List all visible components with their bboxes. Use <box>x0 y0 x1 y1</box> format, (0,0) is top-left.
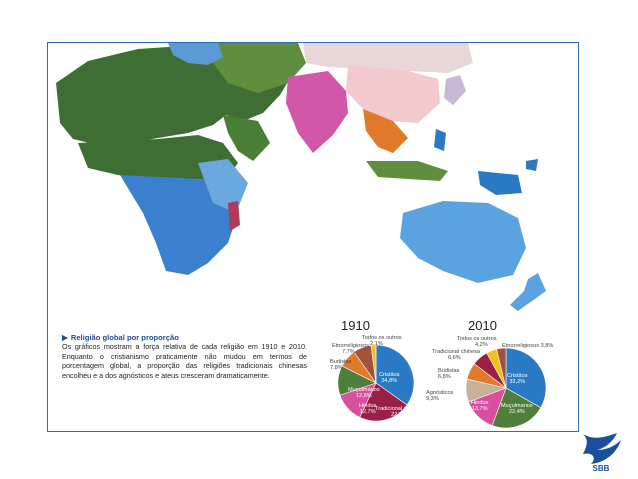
triangle-bullet-icon: ▶ <box>62 333 68 342</box>
pie-1910-slice-cristaos <box>375 344 415 406</box>
pie-1910-value-cristaos: 34,8% <box>381 378 398 385</box>
pie-1910-label-muculmanos: Muçulmanos 12,6% <box>348 387 380 399</box>
caption-title: Religião global por proporção <box>70 333 179 342</box>
sbb-logo-text: SBB <box>593 464 610 472</box>
pie-2010-label-agnosticos: Agnósticos 9,3% <box>426 390 453 402</box>
pie-2010-label-muculmanos-name: Muçulmanos <box>501 403 533 409</box>
pie-2010-label-todos-outros-name: Todos os outros <box>457 336 497 342</box>
pie-1910-value-hindus: 12,7% <box>359 409 376 416</box>
pie-2010-label-etnorreligiosos-name: Etnorreligiosos <box>502 343 539 349</box>
world-religion-map <box>56 43 546 311</box>
pie-2010-value-tradicional-chinesa: 6,6% <box>448 355 461 362</box>
pie-1910-label-cristaos: Cristãos 34,8% <box>379 372 400 384</box>
pie-2010-slice-muculmanos <box>491 387 542 429</box>
pie-2010-label-cristaos-name: Cristãos <box>507 373 528 379</box>
pie-1910-label-etnorreligiosos-name: Etnorreligiosos <box>332 343 369 349</box>
pie-1910-label-muculmanos-name: Muçulmanos <box>348 387 380 393</box>
map-region-arabia <box>223 115 270 161</box>
pie-chart-1910 <box>337 344 547 429</box>
map-figure: ▶ Religião global por proporção Os gráfic… <box>47 42 579 432</box>
map-region-australia <box>400 201 526 283</box>
pie-2010-value-budistas: 6,8% <box>438 374 451 381</box>
pie-1910-slice-todos-os-outros <box>370 344 377 384</box>
pie-2010-label-etnorreligiosos: Etnorreligiosos 3,8% <box>502 343 553 349</box>
pie-1910-label-cristaos-name: Cristãos <box>379 372 400 378</box>
pie-1910-label-todos-outros: Todos os outros 2,1% <box>362 335 402 347</box>
map-region-north-africa <box>78 135 238 183</box>
map-region-southeast-asia <box>363 109 408 153</box>
pie-1910-label-tradicional-chinesa-name: Tradicional chinesa <box>375 406 423 412</box>
map-region-india <box>286 71 348 153</box>
pie-1910-label-hindus-name: Hindus <box>359 403 377 409</box>
pie-2010-slice-etnorreligiosos <box>496 347 507 389</box>
pie-2010-label-budistas: Budistas 6,8% <box>438 368 459 380</box>
pie-2010-label-budistas-name: Budistas <box>438 368 460 374</box>
caption-title-row: ▶ Religião global por proporção <box>62 333 307 342</box>
map-caption: ▶ Religião global por proporção Os gráfic… <box>62 333 307 380</box>
pie-1910-label-etnorreligiosos: Etnorreligiosos 7,7% <box>332 343 369 355</box>
sbb-logo-wing-icon <box>583 433 621 464</box>
pie-2010-label-cristaos: Cristãos 33,2% <box>507 373 528 385</box>
pie-2010-label-tradicional-chinesa-name: Tradicional chinesa <box>432 349 480 355</box>
map-region-sub-saharan-africa <box>120 175 238 275</box>
pie-1910-value-tradicional-chinesa: 22,2% <box>391 412 407 419</box>
map-region-philippines <box>434 129 446 151</box>
pie-1910-value-budistas: 7,8% <box>330 365 343 372</box>
pie-2010-value-muculmanos: 22,4% <box>508 409 525 416</box>
map-region-east-africa <box>198 159 248 213</box>
pie-2010-slice-cristaos <box>505 347 547 409</box>
pie-2010-value-etnorreligiosos: 3,8% <box>540 343 554 349</box>
pie-2010-value-agnosticos: 9,3% <box>426 396 439 403</box>
map-region-north-asia <box>303 43 473 73</box>
pie-2010-label-hindus: Hindus 13,7% <box>471 400 488 412</box>
sbb-logo: SBB <box>583 433 621 472</box>
map-region-japan <box>444 75 466 105</box>
pie-1910-label-hindus: Hindus 12,7% <box>359 403 376 415</box>
map-region-central-asia <box>208 43 306 93</box>
pie-2010-label-agnosticos-name: Agnósticos <box>426 390 454 396</box>
pie-1910-label-todos-outros-name: Todos os outros <box>362 335 402 341</box>
pie-1910-value-todos-outros: 2,1% <box>370 341 383 348</box>
pie-1910-label-budistas: Budistas 7,8% <box>330 359 351 371</box>
pie-1910-title: 1910 <box>341 318 370 333</box>
pie-1910-value-etnorreligiosos: 7,7% <box>342 349 355 356</box>
map-region-new-guinea <box>478 171 522 195</box>
pie-2010-label-todos-outros: Todos os outros 4,2% <box>457 336 497 348</box>
map-region-new-zealand <box>510 273 546 311</box>
map-region-europe <box>168 43 223 65</box>
pie-1910-label-budistas-name: Budistas <box>330 359 352 365</box>
pie-2010-label-hindus-name: Hindus <box>471 400 489 406</box>
map-region-madagascar <box>228 201 240 231</box>
map-region-pacific-islands <box>526 159 538 171</box>
map-region-china <box>346 65 440 123</box>
pie-2010-value-cristaos: 33,2% <box>509 379 526 386</box>
pie-2010-label-muculmanos: Muçulmanos 22,4% <box>501 403 533 415</box>
pie-1910-label-tradicional-chinesa: Tradicional chinesa 22,2% <box>375 406 423 418</box>
pie-1910-value-muculmanos: 12,6% <box>355 393 372 400</box>
map-region-indonesia <box>366 161 448 181</box>
pie-2010-label-tradicional-chinesa: Tradicional chinesa 6,6% <box>432 349 480 361</box>
pie-2010-value-todos-outros: 4,2% <box>475 342 488 349</box>
caption-body: Os gráficos mostram a força relativa de … <box>62 342 307 380</box>
pie-2010-title: 2010 <box>468 318 497 333</box>
pie-2010-value-hindus: 13,7% <box>471 406 488 413</box>
